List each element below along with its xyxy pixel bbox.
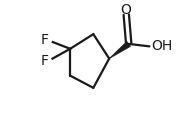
Text: F: F	[40, 54, 48, 68]
Polygon shape	[109, 41, 131, 59]
Text: OH: OH	[151, 39, 172, 53]
Text: F: F	[40, 33, 48, 47]
Text: O: O	[120, 3, 131, 17]
